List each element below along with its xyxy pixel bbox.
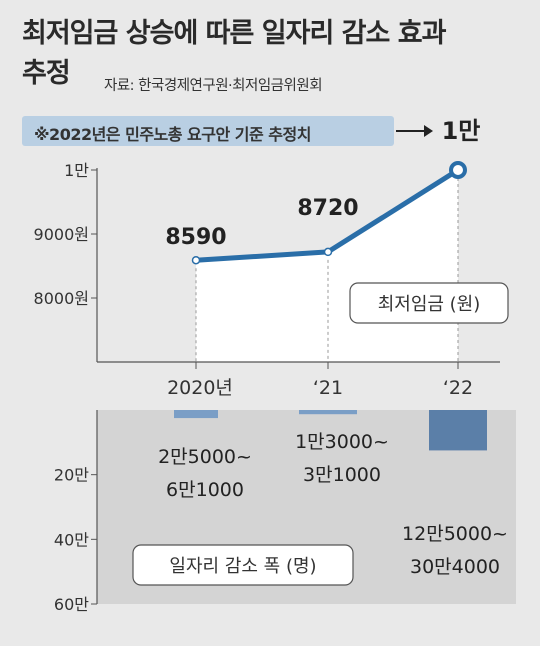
line-point	[191, 255, 201, 265]
line-x-tick-label: ‘21	[313, 377, 343, 399]
line-data-label: 8590	[165, 225, 226, 250]
line-left-fill	[97, 170, 196, 362]
bar-legend-box	[132, 544, 354, 586]
bar-range-low	[429, 410, 487, 451]
bar-y-tick-label: 60만	[54, 595, 89, 614]
bar-data-label-line2: 30만4000	[410, 556, 500, 578]
bar-data-label-line1: 12만5000~	[402, 523, 508, 545]
line-point	[323, 247, 333, 257]
bar-y-tick-label: 20만	[54, 466, 89, 485]
line-upper-fill	[196, 170, 458, 261]
line-y-tick-label: 8000원	[34, 289, 89, 308]
bar-legend-label: 일자리 감소 폭 (명)	[169, 556, 316, 577]
line-legend-label: 최저임금 (원)	[378, 294, 481, 315]
line-x-tick-label: ‘22	[443, 377, 473, 399]
bar-data-label-line1: 2만5000~	[158, 446, 252, 468]
chart-title: 최저임금 상승에 따른 일자리 감소 효과 추정	[22, 14, 522, 94]
line-data-label: 8720	[297, 196, 358, 221]
arrow-line	[396, 130, 426, 132]
source-text: 자료: 한국경제연구원·최저임금위원회	[104, 78, 323, 94]
note-text: ※2022년은 민주노총 요구안 기준 추정치	[34, 125, 311, 144]
note-box	[22, 116, 394, 146]
line-data-label: 1만	[442, 117, 481, 145]
line-legend-box	[349, 282, 509, 324]
bar-data-label-line1: 1만3000~	[295, 431, 389, 453]
bar-range-low	[174, 410, 218, 419]
title-line2: 추정	[22, 58, 71, 89]
title-line1: 최저임금 상승에 따른 일자리 감소 효과	[22, 18, 446, 49]
line-y-tick-label: 9000원	[34, 225, 89, 244]
bar-y-tick-label: 40만	[54, 530, 89, 549]
bar-range-low	[299, 410, 357, 415]
line-point-highlight	[449, 161, 467, 179]
line-y-tick-label: 1만	[64, 161, 89, 180]
line-x-tick-label: 2020년	[167, 377, 233, 399]
bar-data-label-line2: 3만1000	[303, 464, 381, 486]
arrow-right-icon	[424, 125, 433, 137]
bar-data-label-line2: 6만1000	[166, 479, 244, 501]
